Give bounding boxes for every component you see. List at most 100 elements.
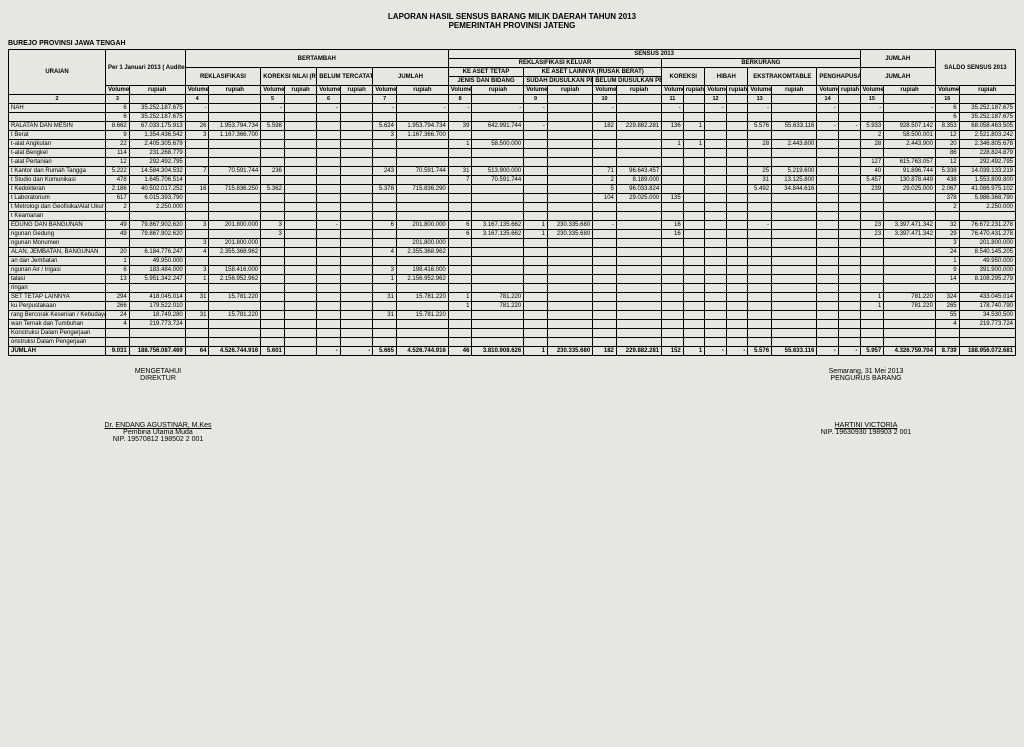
cell — [209, 302, 261, 311]
cell — [209, 284, 261, 293]
cell — [838, 149, 860, 158]
cell — [185, 113, 209, 122]
sig-right: Semarang, 31 Mei 2013 PENGURUS BARANG HA… — [716, 368, 1016, 443]
total-cell: 229.882.281 — [616, 347, 661, 356]
cell — [340, 221, 372, 230]
cell: 230.335.680 — [547, 230, 592, 239]
cell — [817, 176, 839, 185]
cell: 25 — [748, 167, 772, 176]
cell — [884, 320, 936, 329]
hdr-penghapusan: PENGHAPUSAN — [817, 68, 860, 86]
cell — [884, 329, 936, 338]
cell — [209, 104, 261, 113]
cell: 29.025.000 — [884, 185, 936, 194]
cell — [340, 284, 372, 293]
cell — [683, 113, 705, 122]
cell — [106, 239, 130, 248]
hdr-vol: Volume — [662, 86, 684, 95]
cell: 2.250.000 — [959, 203, 1015, 212]
cell — [396, 113, 448, 122]
cell — [772, 212, 817, 221]
cell: - — [593, 221, 617, 230]
total-cell: 1 — [683, 347, 705, 356]
table-row: an dan Jembatan149.950.000149.950.000 — [9, 257, 1016, 266]
cell: - — [524, 104, 548, 113]
cell — [616, 284, 661, 293]
cell — [838, 266, 860, 275]
sig-right-nip: NIP. 19630930 198903 2 001 — [716, 429, 1016, 436]
table-row: t Keamanan — [9, 212, 1016, 221]
cell: - — [705, 104, 727, 113]
cell: 31 — [748, 176, 772, 185]
cell: - — [448, 104, 472, 113]
cell: 781.220 — [472, 293, 524, 302]
cell — [748, 203, 772, 212]
cell: 8.662 — [106, 122, 130, 131]
cell — [838, 230, 860, 239]
cell: 71 — [593, 167, 617, 176]
cell: 96.643.457 — [616, 167, 661, 176]
cell: 29.025.000 — [616, 194, 661, 203]
cell — [884, 311, 936, 320]
cell — [106, 329, 130, 338]
colnum: 3 — [106, 95, 130, 104]
cell: 8.540.145.205 — [959, 248, 1015, 257]
hdr-ke-aset-tetap: KE ASET TETAP — [448, 68, 523, 77]
cell — [373, 149, 397, 158]
cell: 3 — [185, 266, 209, 275]
cell — [772, 266, 817, 275]
cell — [261, 302, 285, 311]
cell — [726, 230, 748, 239]
cell — [705, 248, 727, 257]
cell — [284, 149, 316, 158]
cell — [817, 230, 839, 239]
hdr-vol: Volume — [448, 86, 472, 95]
cell — [317, 248, 341, 257]
cell: 4 — [935, 320, 959, 329]
cell — [547, 320, 592, 329]
cell: 15.781.220 — [396, 311, 448, 320]
row-label: t Laboratorium — [9, 194, 106, 203]
cell — [817, 203, 839, 212]
total-cell: 152 — [662, 347, 684, 356]
total-cell: - — [705, 347, 727, 356]
cell: 6 — [373, 221, 397, 230]
cell — [772, 230, 817, 239]
cell — [185, 140, 209, 149]
cell — [748, 266, 772, 275]
cell: 5.222 — [106, 167, 130, 176]
cell: 378 — [935, 194, 959, 203]
hdr-koreksi-nilai: KOREKSI NILAI (Rp. 0 / 1) — [261, 68, 317, 86]
cell: 1 — [935, 257, 959, 266]
cell: 418.045.014 — [129, 293, 185, 302]
cell: 179.522.010 — [129, 302, 185, 311]
cell — [284, 194, 316, 203]
cell — [683, 131, 705, 140]
cell: - — [748, 104, 772, 113]
cell — [884, 212, 936, 221]
cell: 20 — [935, 140, 959, 149]
cell — [705, 293, 727, 302]
cell — [683, 149, 705, 158]
cell — [726, 311, 748, 320]
hdr-vol: Volume — [817, 86, 839, 95]
cell — [524, 149, 548, 158]
cell — [340, 176, 372, 185]
cell: 183.484.000 — [129, 266, 185, 275]
hdr-per1jan: Per 1 Januari 2013 ( Audited ) — [106, 50, 186, 86]
hdr-rp: rupiah — [396, 86, 448, 95]
row-label: NAH — [9, 104, 106, 113]
cell: 1 — [373, 275, 397, 284]
cell: 615.763.057 — [884, 158, 936, 167]
cell — [748, 329, 772, 338]
cell: 265 — [935, 302, 959, 311]
cell — [129, 284, 185, 293]
colnum — [683, 95, 705, 104]
cell — [547, 293, 592, 302]
table-row: RALATAN DAN MESIN8.66267.033.175.913261.… — [9, 122, 1016, 131]
cell: 2.346.805.678 — [959, 140, 1015, 149]
cell: 3 — [261, 221, 285, 230]
hdr-vol: Volume — [185, 86, 209, 95]
cell: 136 — [662, 122, 684, 131]
cell — [472, 149, 524, 158]
